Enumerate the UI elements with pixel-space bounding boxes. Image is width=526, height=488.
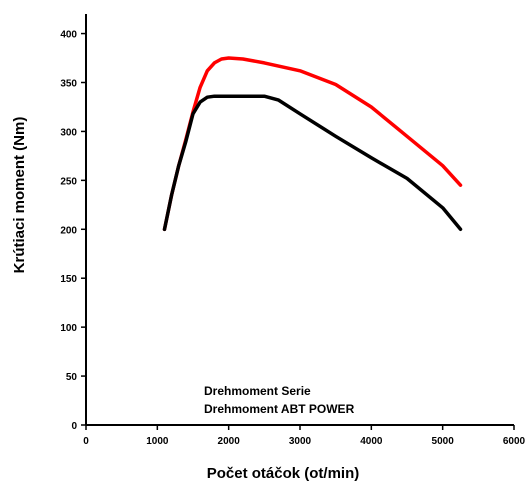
legend-label-abt-power: Drehmoment ABT POWER: [204, 402, 355, 416]
y-axis-title: Krútiaci moment (Nm): [11, 117, 28, 274]
series-line-serie: [162, 94, 463, 232]
y-tick-label: 400: [60, 30, 77, 41]
legend-label-serie: Drehmoment Serie: [204, 384, 311, 398]
x-tick-label: 0: [83, 436, 89, 447]
x-tick-label: 2000: [218, 436, 241, 447]
y-tick-label: 0: [71, 421, 77, 432]
x-tick-label: 5000: [432, 436, 455, 447]
x-tick-label: 3000: [289, 436, 312, 447]
y-tick-label: 250: [60, 176, 77, 187]
series-line-abt-power: [162, 56, 463, 232]
x-tick-label: 4000: [360, 436, 383, 447]
y-tick-label: 50: [66, 372, 78, 383]
y-tick-label: 150: [60, 274, 77, 285]
x-ticks: 0 1000 2000 3000 4000 5000 6000: [83, 425, 526, 447]
y-tick-label: 100: [60, 323, 77, 334]
x-tick-label: 6000: [503, 436, 526, 447]
series-layer: [162, 56, 463, 232]
y-ticks: 0 50 100 150 200 250 300 350 400: [60, 30, 86, 432]
x-axis-title: Počet otáčok (ot/min): [207, 465, 360, 482]
axes: [85, 14, 514, 426]
x-tick-label: 1000: [146, 436, 169, 447]
y-tick-label: 300: [60, 127, 77, 138]
y-tick-label: 200: [60, 225, 77, 236]
y-tick-label: 350: [60, 79, 77, 90]
